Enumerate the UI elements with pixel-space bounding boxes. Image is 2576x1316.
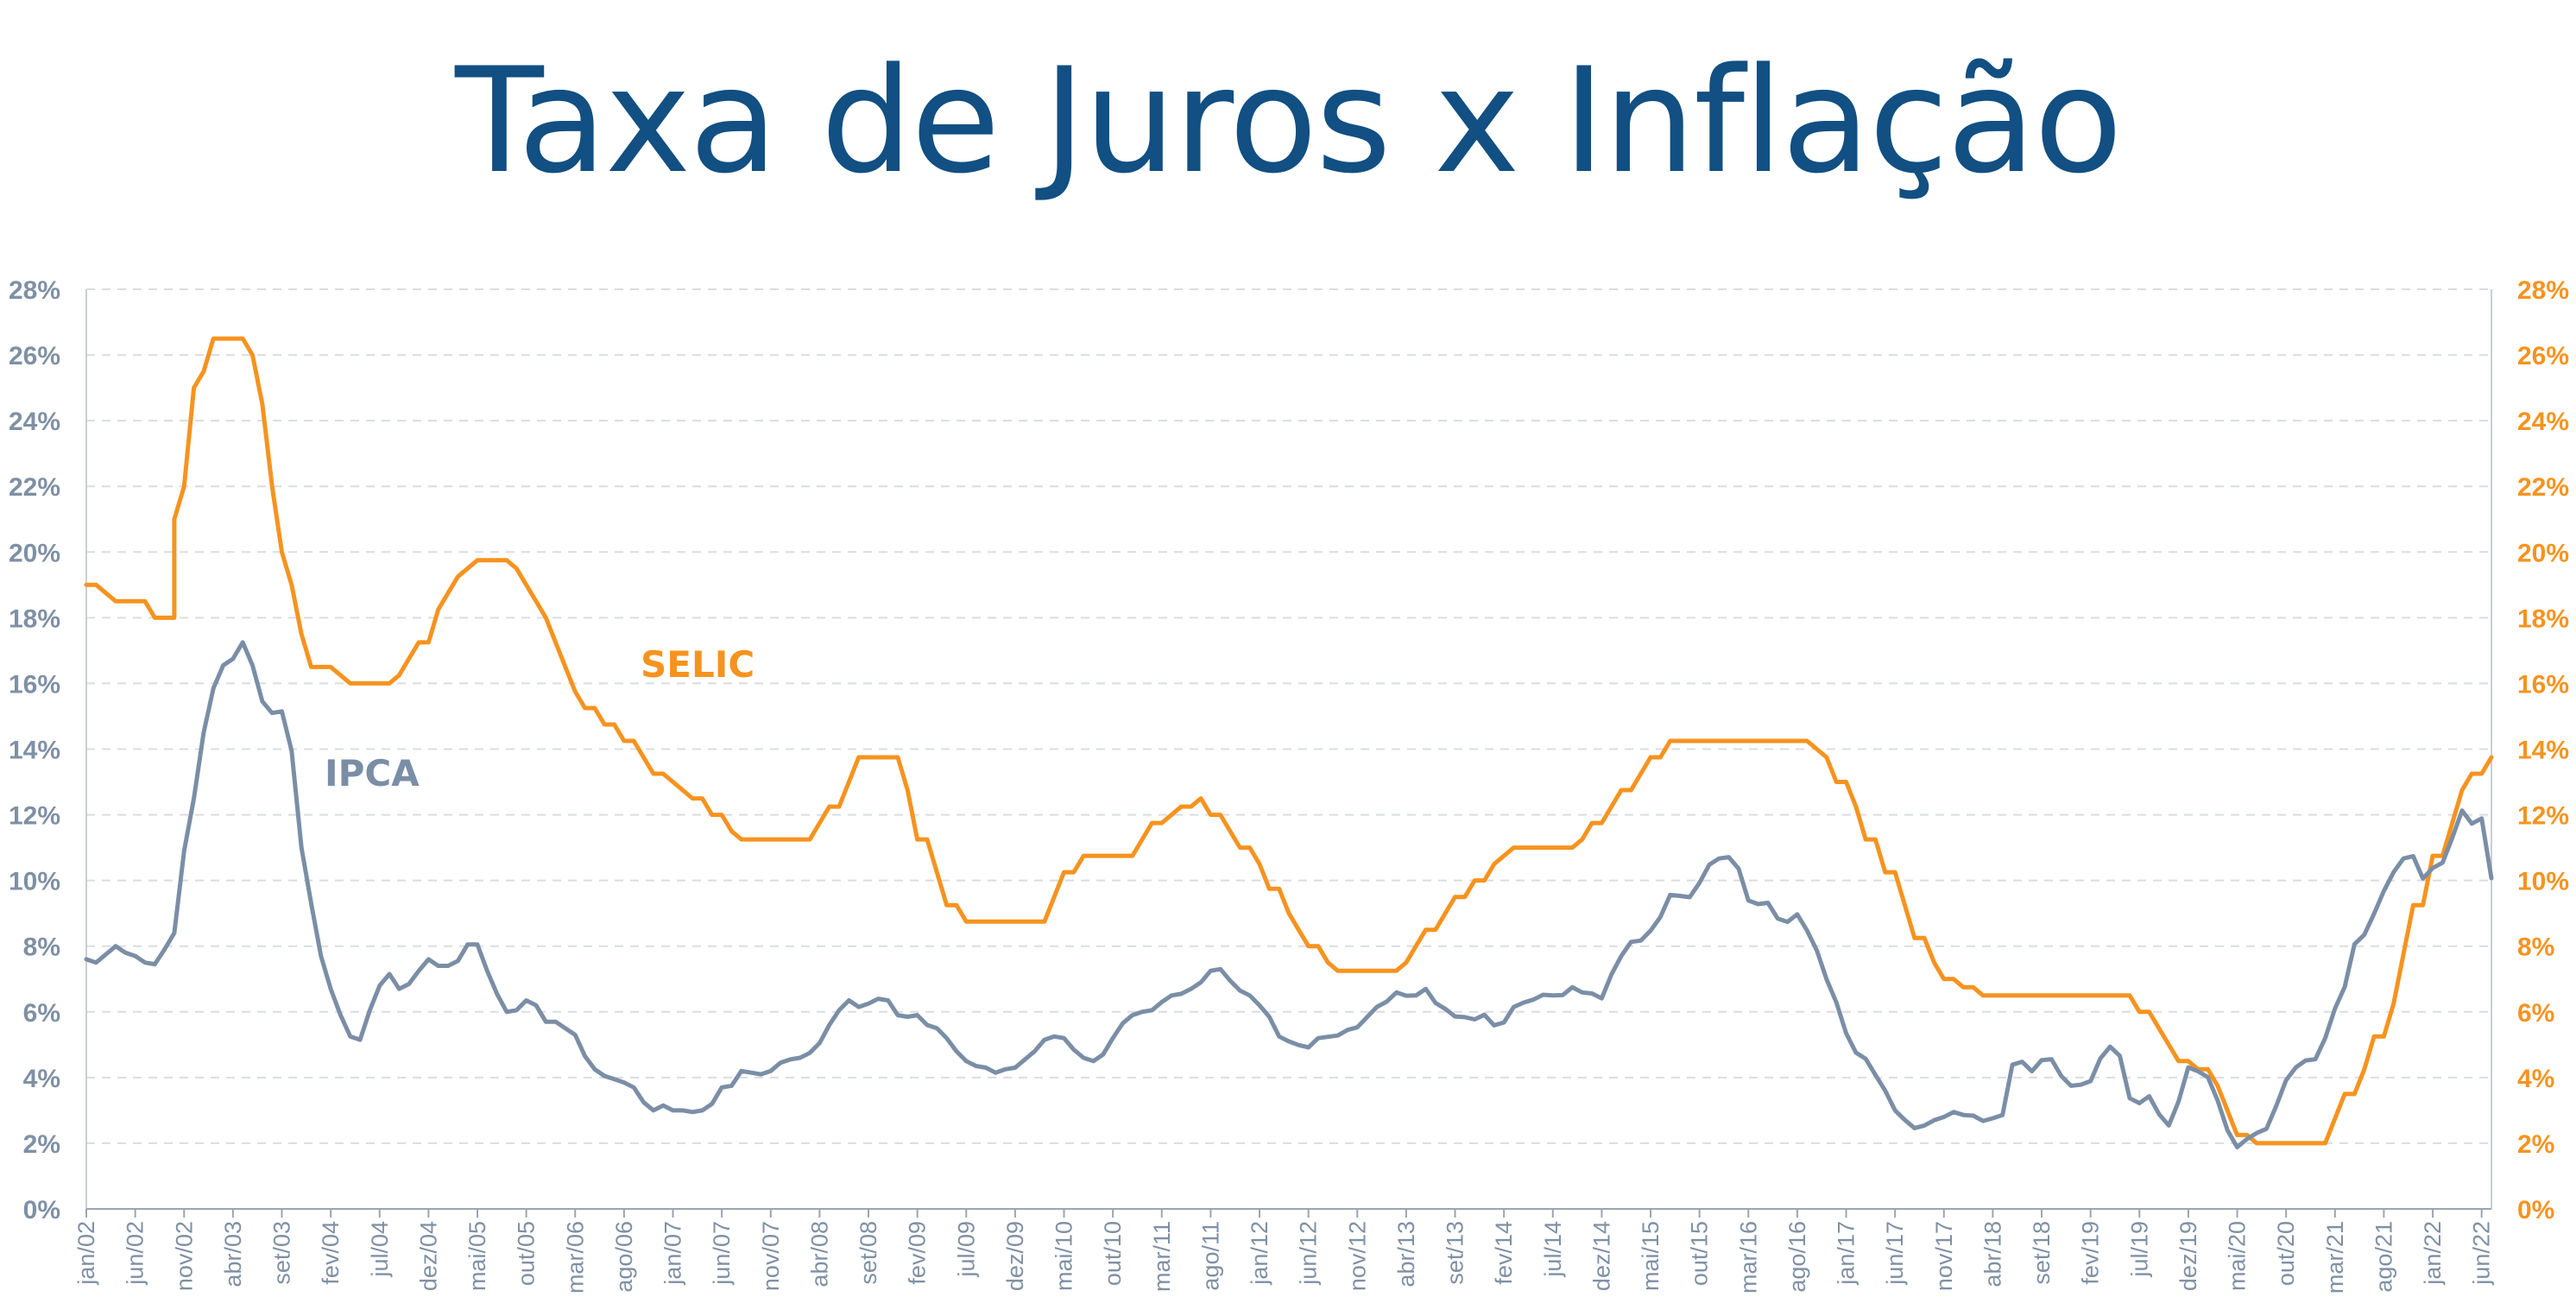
x-tick-label: fev/19 bbox=[2078, 1221, 2104, 1285]
x-tick-label: fev/09 bbox=[905, 1221, 931, 1285]
x-tick-label: jun/02 bbox=[123, 1221, 148, 1286]
x-tick-label: set/18 bbox=[2029, 1221, 2055, 1285]
x-tick-label: fev/14 bbox=[1491, 1221, 1517, 1285]
left-y-tick-label: 20% bbox=[9, 539, 60, 567]
x-tick-label: jan/07 bbox=[660, 1221, 686, 1286]
x-tick-label: jan/12 bbox=[1247, 1221, 1272, 1286]
x-axis-ticks: jan/02 jun/02 nov/02 abr/03 set/03 fev/04 jul/… bbox=[73, 1209, 2495, 1294]
x-tick-label: dez/19 bbox=[2175, 1221, 2201, 1291]
x-tick-label: mar/16 bbox=[1735, 1221, 1761, 1294]
x-tick-label: set/03 bbox=[269, 1221, 295, 1285]
right-y-axis-ticks: 0% 2% 4% 6% 8% 10% 12% 14% 16% 18% 20% 22% 24% 26% 28% bbox=[2517, 276, 2569, 1224]
right-y-tick-label: 22% bbox=[2517, 473, 2569, 502]
x-tick-label: jul/14 bbox=[1540, 1221, 1566, 1278]
right-y-tick-label: 18% bbox=[2517, 604, 2569, 633]
x-tick-label: mai/05 bbox=[464, 1221, 490, 1291]
x-tick-label: mar/06 bbox=[562, 1221, 588, 1294]
right-y-tick-label: 24% bbox=[2517, 408, 2569, 436]
x-tick-label: jan/22 bbox=[2420, 1221, 2446, 1286]
x-tick-label: ago/16 bbox=[1784, 1221, 1810, 1293]
ipca-series-line bbox=[84, 640, 2494, 1149]
selic-series-line bbox=[84, 336, 2494, 1146]
x-tick-label: jan/17 bbox=[1834, 1221, 1859, 1286]
right-y-tick-label: 4% bbox=[2517, 1065, 2554, 1093]
left-y-tick-label: 14% bbox=[9, 737, 60, 765]
x-tick-label: ago/21 bbox=[2371, 1221, 2396, 1293]
left-y-tick-label: 8% bbox=[23, 933, 60, 962]
x-tick-label: jul/19 bbox=[2126, 1221, 2152, 1278]
x-tick-label: mar/21 bbox=[2322, 1221, 2348, 1294]
x-tick-label: out/15 bbox=[1687, 1221, 1713, 1286]
right-y-tick-label: 26% bbox=[2517, 342, 2569, 370]
right-y-tick-label: 28% bbox=[2517, 276, 2569, 305]
right-y-tick-label: 0% bbox=[2517, 1196, 2554, 1224]
right-y-tick-label: 10% bbox=[2517, 868, 2569, 896]
x-tick-label: ago/11 bbox=[1197, 1221, 1223, 1291]
x-tick-label: mar/11 bbox=[1149, 1221, 1175, 1292]
right-y-tick-label: 16% bbox=[2517, 670, 2569, 699]
x-tick-label: mai/20 bbox=[2225, 1221, 2251, 1291]
right-y-tick-label: 6% bbox=[2517, 999, 2554, 1028]
x-tick-label: jun/12 bbox=[1296, 1221, 1322, 1286]
selic-series-label: SELIC bbox=[641, 643, 754, 686]
left-y-tick-label: 2% bbox=[23, 1130, 60, 1159]
x-tick-label: set/13 bbox=[1443, 1221, 1468, 1285]
x-tick-label: jul/04 bbox=[367, 1221, 393, 1278]
x-tick-label: jun/22 bbox=[2469, 1221, 2495, 1286]
x-tick-label: dez/04 bbox=[415, 1221, 441, 1291]
x-tick-label: nov/12 bbox=[1344, 1221, 1370, 1291]
right-y-tick-label: 8% bbox=[2517, 933, 2554, 962]
right-y-tick-label: 2% bbox=[2517, 1130, 2554, 1159]
right-y-tick-label: 20% bbox=[2517, 539, 2569, 567]
left-y-tick-label: 18% bbox=[9, 604, 60, 633]
series-lines bbox=[84, 336, 2494, 1149]
x-tick-label: nov/02 bbox=[171, 1221, 197, 1291]
ipca-series-label: IPCA bbox=[325, 752, 420, 794]
x-tick-label: abr/18 bbox=[1979, 1221, 2005, 1288]
x-tick-label: out/20 bbox=[2273, 1221, 2299, 1286]
x-tick-label: mai/15 bbox=[1638, 1221, 1664, 1291]
left-y-tick-label: 16% bbox=[9, 670, 60, 699]
x-tick-label: set/08 bbox=[856, 1221, 881, 1285]
left-y-tick-label: 26% bbox=[9, 342, 60, 370]
x-tick-label: nov/07 bbox=[758, 1221, 784, 1291]
left-y-tick-label: 24% bbox=[9, 408, 60, 436]
x-tick-label: jul/09 bbox=[953, 1221, 979, 1278]
x-tick-label: abr/13 bbox=[1393, 1221, 1419, 1288]
left-y-tick-label: 28% bbox=[9, 276, 60, 305]
x-tick-label: nov/17 bbox=[1931, 1221, 1957, 1291]
left-y-tick-label: 10% bbox=[9, 868, 60, 896]
right-y-tick-label: 12% bbox=[2517, 802, 2569, 831]
left-y-tick-label: 4% bbox=[23, 1065, 60, 1093]
x-tick-label: jun/07 bbox=[709, 1221, 735, 1286]
x-tick-label: mai/10 bbox=[1051, 1221, 1077, 1291]
left-y-axis-ticks: 0% 2% 4% 6% 8% 10% 12% 14% 16% 18% 20% 22% 24% 26% 28% bbox=[9, 276, 60, 1224]
x-tick-label: out/10 bbox=[1100, 1221, 1126, 1286]
gridlines bbox=[86, 288, 2491, 1144]
x-tick-label: dez/09 bbox=[1002, 1221, 1028, 1291]
left-y-tick-label: 6% bbox=[23, 999, 60, 1028]
x-tick-label: ago/06 bbox=[611, 1221, 637, 1293]
x-tick-label: jan/02 bbox=[73, 1221, 99, 1286]
x-tick-label: abr/03 bbox=[220, 1221, 246, 1288]
right-y-tick-label: 14% bbox=[2517, 737, 2569, 765]
left-y-tick-label: 22% bbox=[9, 473, 60, 502]
chart-title: Taxa de Juros x Inflação bbox=[455, 36, 2123, 206]
left-y-tick-label: 12% bbox=[9, 802, 60, 831]
x-tick-label: fev/04 bbox=[318, 1221, 344, 1285]
x-tick-label: abr/08 bbox=[806, 1221, 832, 1288]
x-tick-label: jun/17 bbox=[1882, 1221, 1908, 1286]
x-tick-label: dez/14 bbox=[1588, 1221, 1614, 1291]
x-tick-label: out/05 bbox=[514, 1221, 540, 1286]
left-y-tick-label: 0% bbox=[23, 1196, 60, 1224]
